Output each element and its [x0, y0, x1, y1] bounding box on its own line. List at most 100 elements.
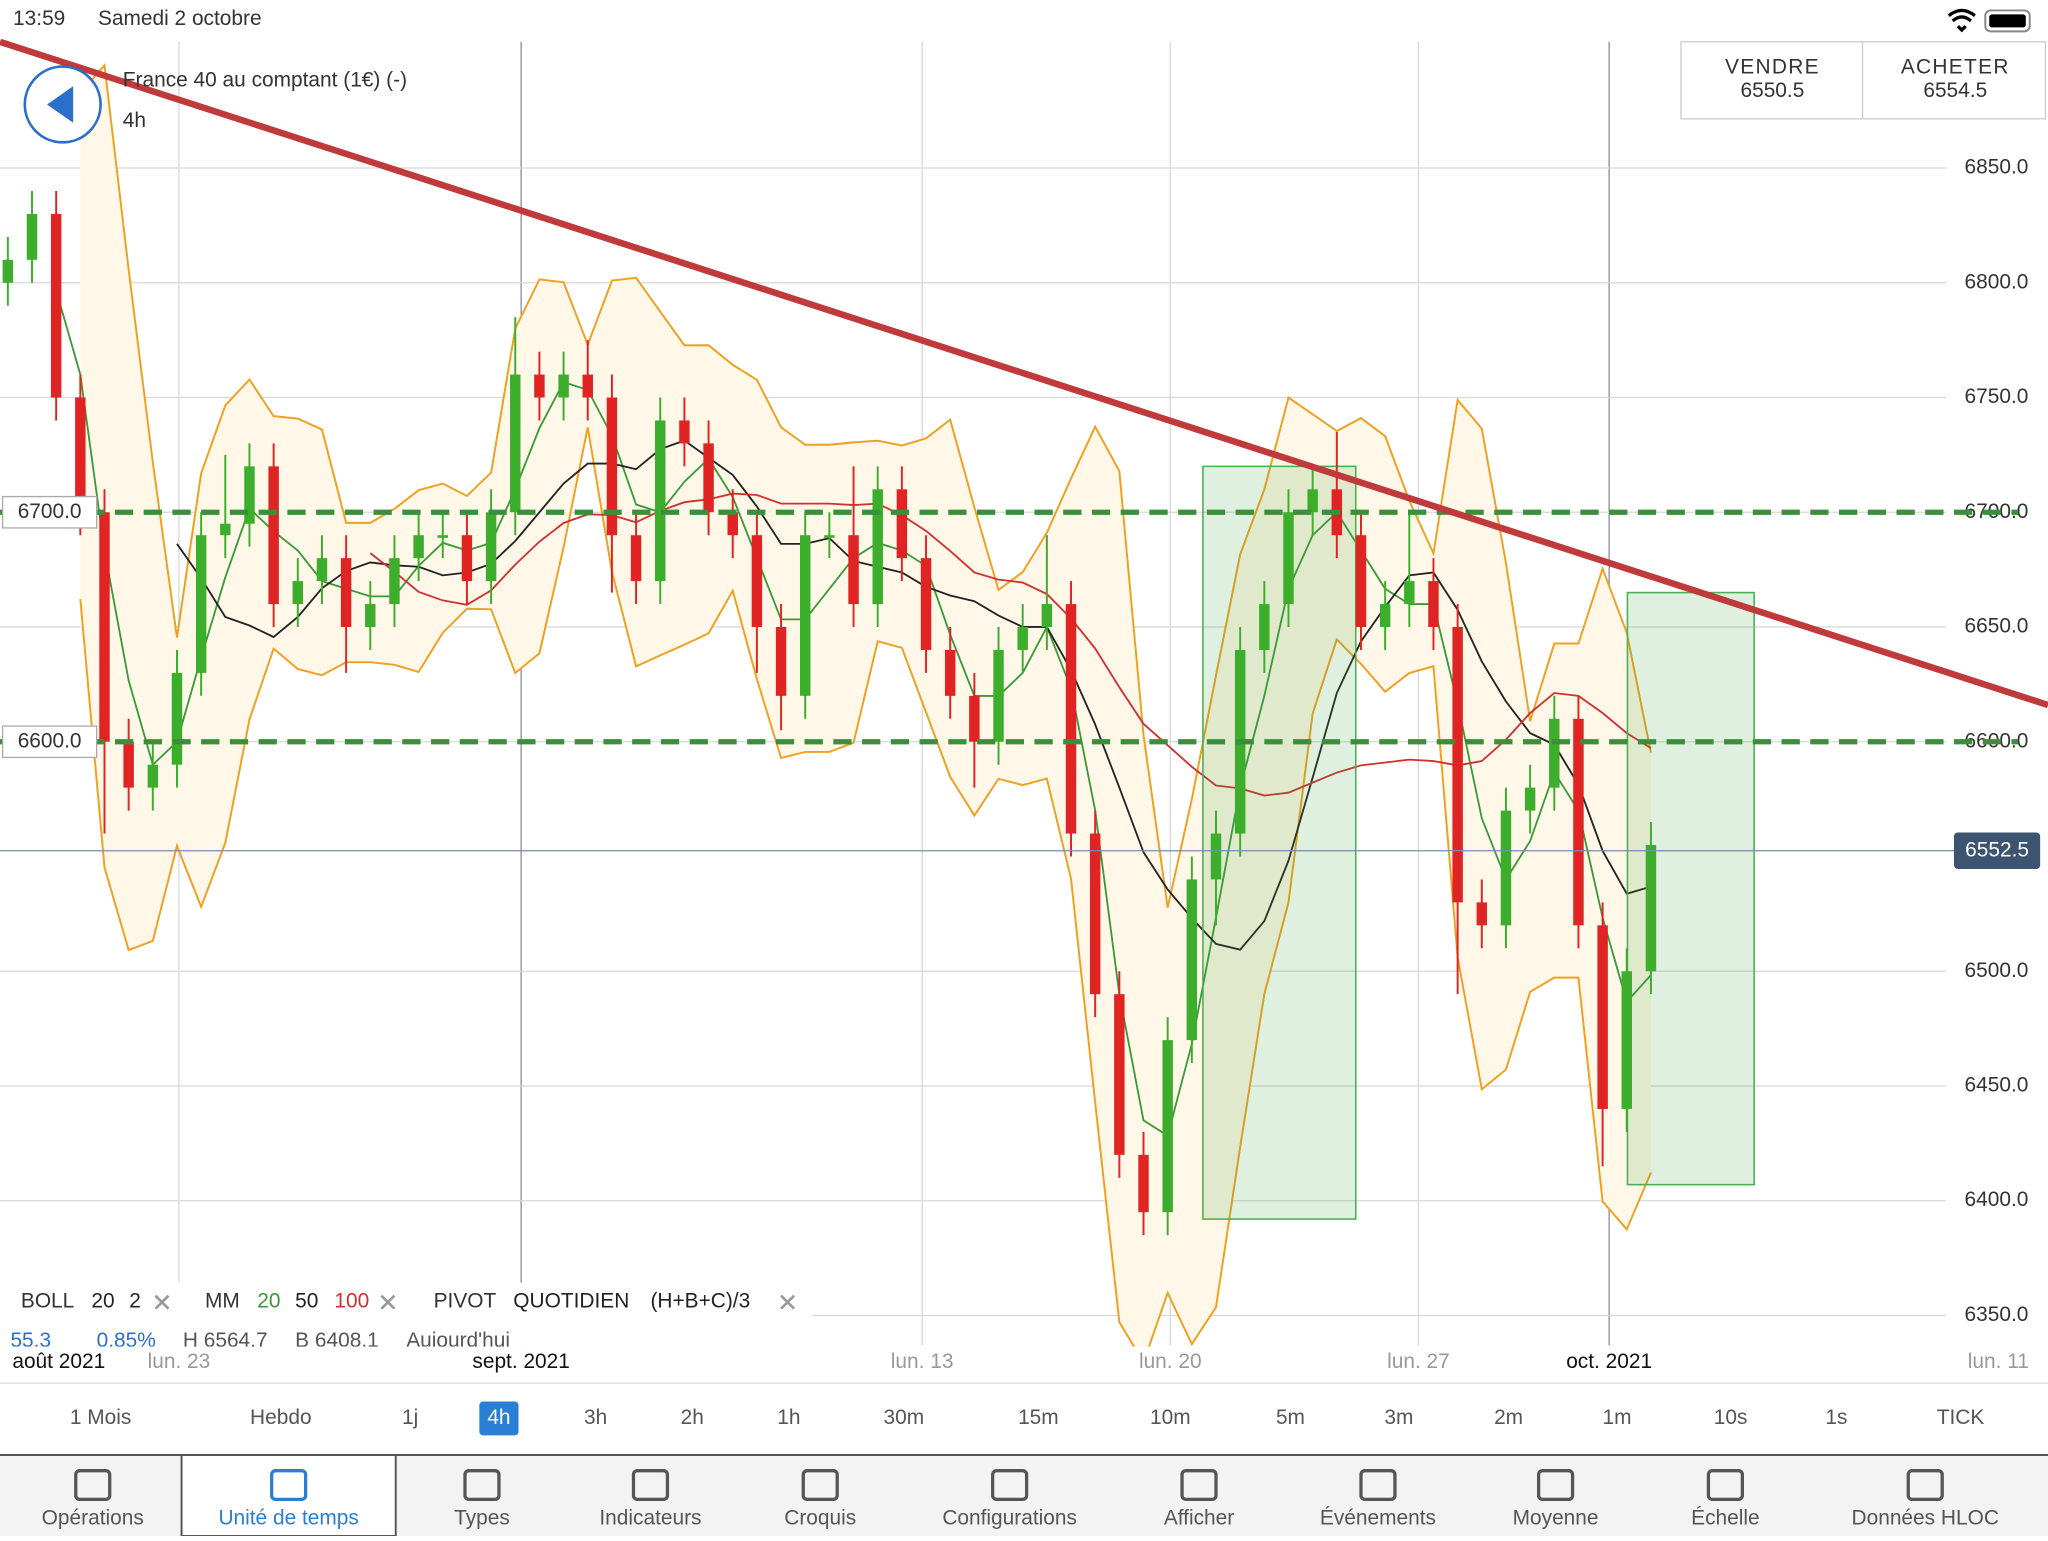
indicator-param: 20 — [257, 1290, 280, 1313]
tab-button[interactable]: Types — [454, 1507, 510, 1530]
timeframe-button[interactable]: 5m — [1276, 1406, 1305, 1429]
bollinger-lower — [79, 427, 1652, 1365]
level-label: 6600.0 — [18, 729, 82, 752]
timeframe-button[interactable]: 1h — [777, 1406, 800, 1429]
x-tick-label: sept. 2021 — [472, 1350, 570, 1373]
candle-body — [2, 259, 14, 283]
timeframe-button[interactable]: 1 Mois — [70, 1406, 131, 1429]
x-tick-label: lun. 11 — [1968, 1350, 2029, 1373]
candle-body — [920, 558, 932, 650]
candle-body — [534, 374, 545, 398]
y-tick-label: 6450.0 — [1965, 1073, 2029, 1096]
tab-button[interactable]: Configurations — [942, 1507, 1077, 1530]
timeframe-button[interactable]: Hebdo — [250, 1406, 312, 1429]
tab-button[interactable]: Indicateurs — [599, 1507, 701, 1530]
timeframe-selected-bg — [479, 1401, 519, 1436]
status-bar — [0, 0, 2048, 40]
candle-body — [26, 213, 38, 260]
candle-body — [1621, 971, 1632, 1109]
timeframe-button[interactable]: 1j — [402, 1406, 418, 1429]
tab-button[interactable]: Unité de temps — [218, 1507, 358, 1530]
candle-body — [1114, 994, 1125, 1155]
timeframe-button[interactable]: 10m — [1150, 1406, 1191, 1429]
y-tick-label: 6650.0 — [1965, 615, 2029, 638]
candle-body — [50, 213, 62, 398]
candle-body — [1476, 902, 1488, 926]
battery — [1984, 9, 2031, 33]
timeframe-button[interactable]: 15m — [1018, 1406, 1059, 1429]
sell-price: 6550.5 — [1740, 79, 1804, 102]
tab-button[interactable]: Opérations — [42, 1507, 144, 1530]
timeframe-button[interactable]: 2m — [1494, 1406, 1523, 1429]
level-label: 6700.0 — [18, 500, 82, 523]
timeframe-button[interactable]: 2h — [681, 1406, 704, 1429]
timeframe-button[interactable]: 1s — [1825, 1406, 1847, 1429]
candle-body — [244, 466, 255, 524]
candle-body — [461, 535, 473, 582]
candle-body — [389, 558, 400, 605]
indicator-param: QUOTIDIEN — [513, 1290, 629, 1313]
candle-body — [1404, 581, 1415, 605]
tab-button[interactable]: Afficher — [1164, 1507, 1234, 1530]
candle-body — [775, 626, 787, 696]
candle-body — [1162, 1040, 1173, 1213]
timeframe-button[interactable]: 3h — [584, 1406, 607, 1429]
tab-button[interactable]: Moyenne — [1513, 1507, 1599, 1530]
candle-body — [800, 535, 811, 696]
last-price-label: 6552.5 — [1965, 838, 2029, 861]
candle-body — [1138, 1154, 1149, 1213]
candle-body — [1549, 718, 1560, 788]
indicator-param: 2 — [129, 1290, 141, 1313]
wifi-icon — [1947, 8, 1976, 33]
moving-average — [369, 492, 1652, 797]
candle-body — [195, 535, 207, 673]
timeframe-button[interactable]: 10s — [1714, 1406, 1748, 1429]
candle-body — [1524, 787, 1536, 811]
candle-body — [630, 535, 642, 582]
indicator-legend-bg — [0, 1282, 813, 1346]
timeframe-button[interactable]: 3m — [1384, 1406, 1413, 1429]
tab-icon — [463, 1469, 501, 1502]
remove-indicator[interactable] — [154, 1294, 170, 1310]
y-tick-label: 6750.0 — [1965, 385, 2029, 408]
tab-icon — [1180, 1469, 1218, 1502]
timeframe-button[interactable]: 1m — [1602, 1406, 1631, 1429]
chart: 6350.0 6400.0 6450.0 6500.0 6600.0 6650.0 6700… — [0, 38, 2048, 1365]
timeframe-button[interactable]: 4h — [487, 1406, 510, 1429]
back-arrow — [47, 86, 74, 123]
candle-body — [340, 558, 352, 627]
moving-average — [176, 439, 1652, 951]
candle-body — [413, 535, 424, 559]
candle-body — [703, 443, 714, 513]
indicator-name: BOLL — [21, 1290, 74, 1313]
tab-button[interactable]: Événements — [1320, 1507, 1436, 1530]
y-tick-label: 6350.0 — [1965, 1303, 2029, 1326]
tab-button[interactable]: Croquis — [784, 1507, 856, 1530]
candle-body — [99, 512, 110, 742]
timeframe-button[interactable]: 30m — [884, 1406, 925, 1429]
timeframe-button[interactable]: TICK — [1937, 1406, 1985, 1429]
remove-indicator[interactable] — [780, 1294, 796, 1310]
tab-icon — [74, 1469, 112, 1502]
tab-icon — [631, 1469, 670, 1502]
candle-body — [75, 397, 86, 513]
sell-label[interactable]: VENDRE — [1725, 55, 1820, 78]
info-value: H 6564.7 — [183, 1329, 268, 1352]
tab-button[interactable]: Échelle — [1691, 1507, 1759, 1530]
remove-indicator[interactable] — [380, 1294, 396, 1310]
candle-body — [316, 558, 328, 582]
candle-body — [606, 397, 618, 536]
candle-body — [679, 420, 690, 444]
candle-body — [1283, 512, 1294, 605]
candle-body — [1645, 845, 1657, 972]
buy-label[interactable]: ACHETER — [1901, 55, 2010, 78]
tab-icon — [1359, 1469, 1397, 1502]
candle-body — [1186, 879, 1198, 1041]
y-tick-label: 6400.0 — [1965, 1188, 2029, 1211]
candle-body — [1428, 581, 1439, 627]
info-value: Aujourd'hui — [406, 1329, 510, 1352]
tab-button[interactable]: Données HLOC — [1852, 1507, 1999, 1530]
candle-body — [1500, 810, 1512, 926]
candle-body — [1597, 925, 1608, 1109]
